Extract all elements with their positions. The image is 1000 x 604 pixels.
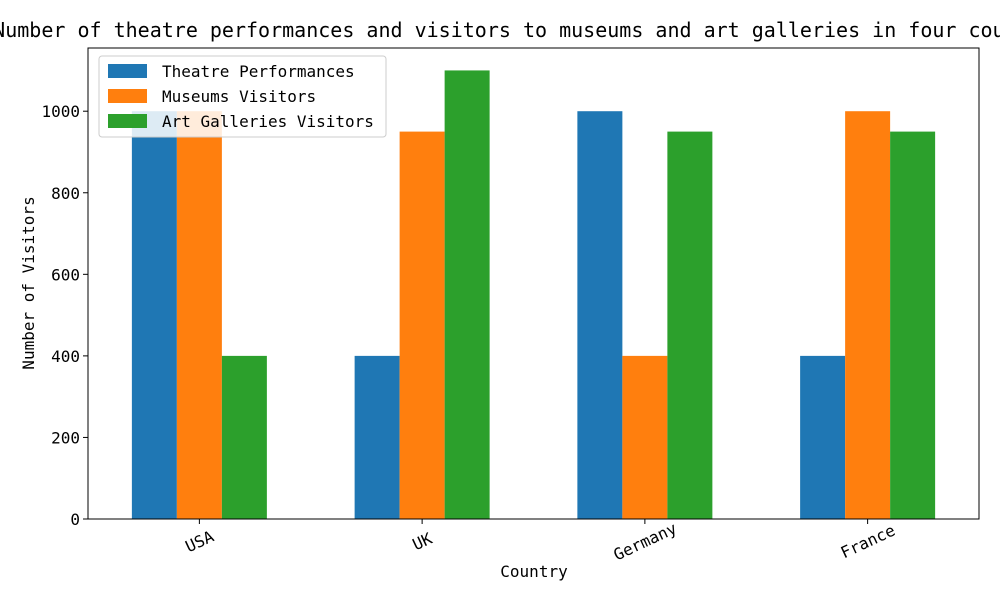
bar-germany-museums-visitors — [622, 355, 668, 519]
legend-label: Theatre Performances — [162, 62, 355, 81]
bar-germany-art-galleries-visitors — [667, 131, 713, 519]
x-axis-label: Country — [500, 562, 568, 581]
y-axis: 0 200 400 600 800 1000 — [41, 102, 88, 529]
bars-group — [131, 70, 936, 519]
bar-usa-museums-visitors — [176, 111, 222, 519]
bar-france-museums-visitors — [845, 111, 891, 519]
x-tick-label-france: France — [838, 521, 898, 563]
y-tick-label: 800 — [51, 184, 80, 203]
x-tick-label-usa: USA — [182, 527, 217, 557]
y-tick-label: 400 — [51, 347, 80, 366]
legend-swatch-theatre-performances — [108, 64, 147, 78]
y-tick-label: 1000 — [41, 102, 80, 121]
legend: Theatre Performances Museums Visitors Art … — [98, 55, 387, 138]
bar-germany-theatre-performances — [577, 111, 623, 519]
bar-france-art-galleries-visitors — [890, 131, 936, 519]
legend-label: Art Galleries Visitors — [162, 112, 374, 131]
bar-usa-theatre-performances — [131, 111, 177, 519]
y-tick-label: 200 — [51, 428, 80, 447]
x-tick-label-uk: UK — [410, 529, 436, 555]
bar-uk-museums-visitors — [399, 131, 445, 519]
bar-uk-theatre-performances — [354, 355, 400, 519]
legend-swatch-art-galleries-visitors — [108, 114, 147, 128]
y-tick-label: 600 — [51, 265, 80, 284]
legend-label: Museums Visitors — [162, 87, 316, 106]
bar-usa-art-galleries-visitors — [221, 355, 267, 519]
y-tick-label: 0 — [70, 510, 80, 529]
bar-france-theatre-performances — [800, 355, 846, 519]
chart-title: Number of theatre performances and visit… — [0, 18, 1000, 42]
x-tick-label-germany: Germany — [611, 518, 680, 564]
plot-frame — [87, 47, 980, 520]
y-axis-label: Number of Visitors — [19, 196, 38, 369]
legend-swatch-museums-visitors — [108, 89, 147, 103]
x-axis: USA UK Germany France — [182, 518, 898, 564]
legend-frame — [98, 55, 387, 138]
bar-uk-art-galleries-visitors — [444, 70, 490, 519]
